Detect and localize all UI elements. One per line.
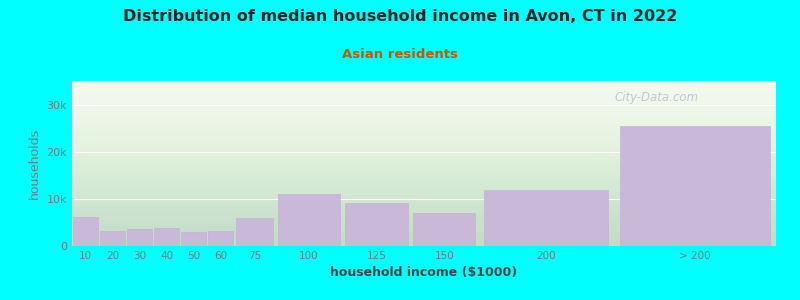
Bar bbox=[73, 217, 98, 246]
Bar bbox=[100, 231, 125, 246]
X-axis label: household income ($1000): household income ($1000) bbox=[330, 266, 518, 279]
Bar bbox=[182, 232, 206, 246]
Bar bbox=[413, 213, 475, 246]
Bar bbox=[346, 202, 408, 246]
Bar bbox=[127, 229, 152, 246]
Text: Asian residents: Asian residents bbox=[342, 48, 458, 61]
Bar bbox=[278, 194, 340, 246]
Bar bbox=[620, 126, 770, 246]
Bar bbox=[209, 231, 234, 246]
Text: City-Data.com: City-Data.com bbox=[614, 91, 698, 104]
Bar bbox=[483, 190, 608, 246]
Text: Distribution of median household income in Avon, CT in 2022: Distribution of median household income … bbox=[123, 9, 677, 24]
Bar bbox=[236, 218, 274, 246]
Y-axis label: households: households bbox=[28, 128, 41, 199]
Bar bbox=[154, 228, 179, 246]
